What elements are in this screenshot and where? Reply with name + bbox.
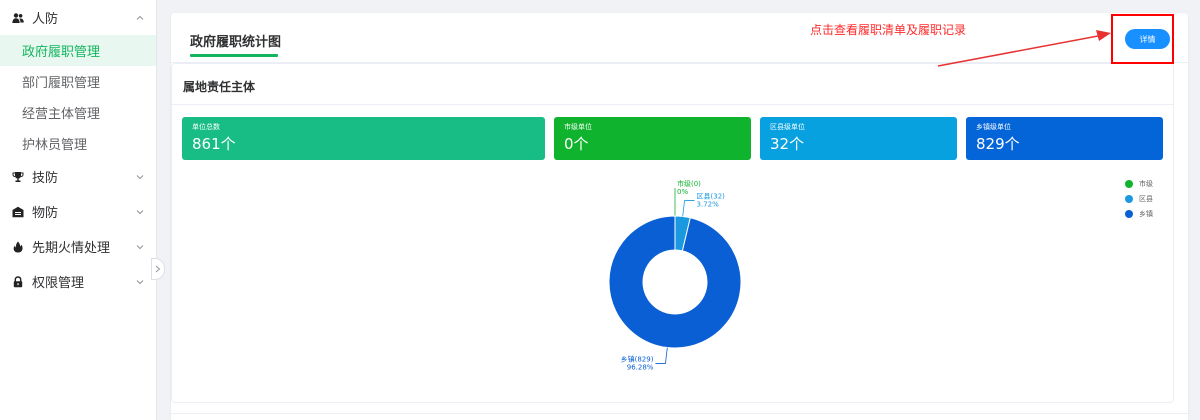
users-icon — [12, 12, 24, 24]
sidebar: 人防 政府履职管理 部门履职管理 经营主体管理 护林员管理 技防 物防 先期火情… — [0, 0, 157, 420]
menu-group-label: 技防 — [32, 171, 59, 186]
slice-percent: 0% — [677, 188, 688, 196]
stat-label: 市级单位 — [564, 123, 592, 131]
stat-label: 乡镇级单位 — [976, 123, 1011, 131]
storehouse-icon — [12, 206, 24, 218]
divider — [171, 62, 1188, 63]
stat-value: 861个 — [192, 135, 236, 153]
section-title: 属地责任主体 — [183, 80, 256, 94]
slice-percent: 3.72% — [697, 201, 720, 209]
menu-group-jifang[interactable]: 技防 — [0, 159, 156, 194]
stat-value: 32个 — [770, 135, 805, 153]
sidebar-collapse-button[interactable] — [151, 258, 165, 280]
slice-label: 区县(32) — [697, 193, 726, 201]
menu-group-label: 人防 — [32, 12, 59, 27]
chevron-down-icon — [136, 243, 144, 251]
legend-label: 乡镇 — [1139, 209, 1153, 218]
sidebar-item-ranger[interactable]: 护林员管理 — [22, 138, 88, 153]
main-card: 政府履职统计图 属地责任主体 单位总数 861个 市级单位 0个 区县级单位 3… — [171, 13, 1188, 420]
annotation-text: 点击查看履职清单及履职记录 — [810, 23, 967, 37]
tab-gov-duty-stats[interactable]: 政府履职统计图 — [190, 35, 282, 50]
stat-label: 单位总数 — [192, 123, 220, 131]
chevron-down-icon — [136, 173, 144, 181]
chevron-down-icon — [136, 208, 144, 216]
stat-card-town: 乡镇级单位 829个 — [966, 117, 1163, 160]
divider — [172, 104, 1173, 105]
slice-label: 市级(0) — [677, 179, 701, 188]
donut-chart: 市级(0)0% 区县(32)3.72% 乡镇(829)96.28% — [608, 179, 742, 371]
legend-label: 区县 — [1139, 194, 1153, 203]
sidebar-item-dept-duty[interactable]: 部门履职管理 — [22, 76, 101, 91]
tab-active-indicator — [190, 54, 278, 57]
trophy-icon — [12, 171, 24, 183]
stat-value: 0个 — [564, 135, 589, 153]
menu-group-fire[interactable]: 先期火情处理 — [0, 229, 156, 264]
detail-button[interactable]: 详情 — [1125, 29, 1170, 49]
legend-item-county[interactable]: 区县 — [1125, 191, 1153, 206]
sidebar-item-business-entity[interactable]: 经营主体管理 — [22, 107, 101, 122]
chart-legend: 市级 区县 乡镇 — [1125, 176, 1153, 221]
menu-group-label: 物防 — [32, 206, 59, 221]
lock-icon — [12, 275, 24, 288]
legend-dot — [1125, 209, 1133, 218]
stat-card-city: 市级单位 0个 — [554, 117, 751, 160]
legend-dot — [1125, 179, 1133, 188]
label-leader-line — [655, 347, 668, 364]
chevron-up-icon — [136, 14, 144, 22]
legend-label: 市级 — [1139, 179, 1153, 188]
legend-item-city[interactable]: 市级 — [1125, 176, 1153, 191]
donut-slice-2[interactable] — [608, 215, 742, 349]
legend-item-town[interactable]: 乡镇 — [1125, 206, 1153, 221]
stat-label: 区县级单位 — [770, 123, 805, 131]
fire-icon — [12, 241, 24, 253]
stat-card-total: 单位总数 861个 — [182, 117, 545, 160]
next-panel-edge — [171, 413, 1188, 420]
label-leader-line — [682, 200, 695, 217]
stat-value: 829个 — [976, 135, 1020, 153]
sidebar-item-gov-duty[interactable]: 政府履职管理 — [0, 35, 156, 66]
menu-group-label: 权限管理 — [32, 276, 85, 291]
menu-group-wufang[interactable]: 物防 — [0, 194, 156, 229]
legend-dot — [1125, 194, 1133, 203]
menu-group-label: 先期火情处理 — [32, 241, 111, 256]
section-panel: 属地责任主体 单位总数 861个 市级单位 0个 区县级单位 32个 乡镇级单位… — [171, 63, 1174, 403]
chevron-down-icon — [136, 278, 144, 286]
stat-card-county: 区县级单位 32个 — [760, 117, 957, 160]
chevron-right-icon — [155, 265, 161, 273]
slice-label: 乡镇(829) — [621, 354, 654, 363]
slice-percent: 96.28% — [627, 363, 654, 371]
menu-group-permission[interactable]: 权限管理 — [0, 264, 156, 299]
annotation-highlight-box — [1111, 14, 1174, 64]
menu-group-renfang[interactable]: 人防 — [0, 0, 156, 35]
